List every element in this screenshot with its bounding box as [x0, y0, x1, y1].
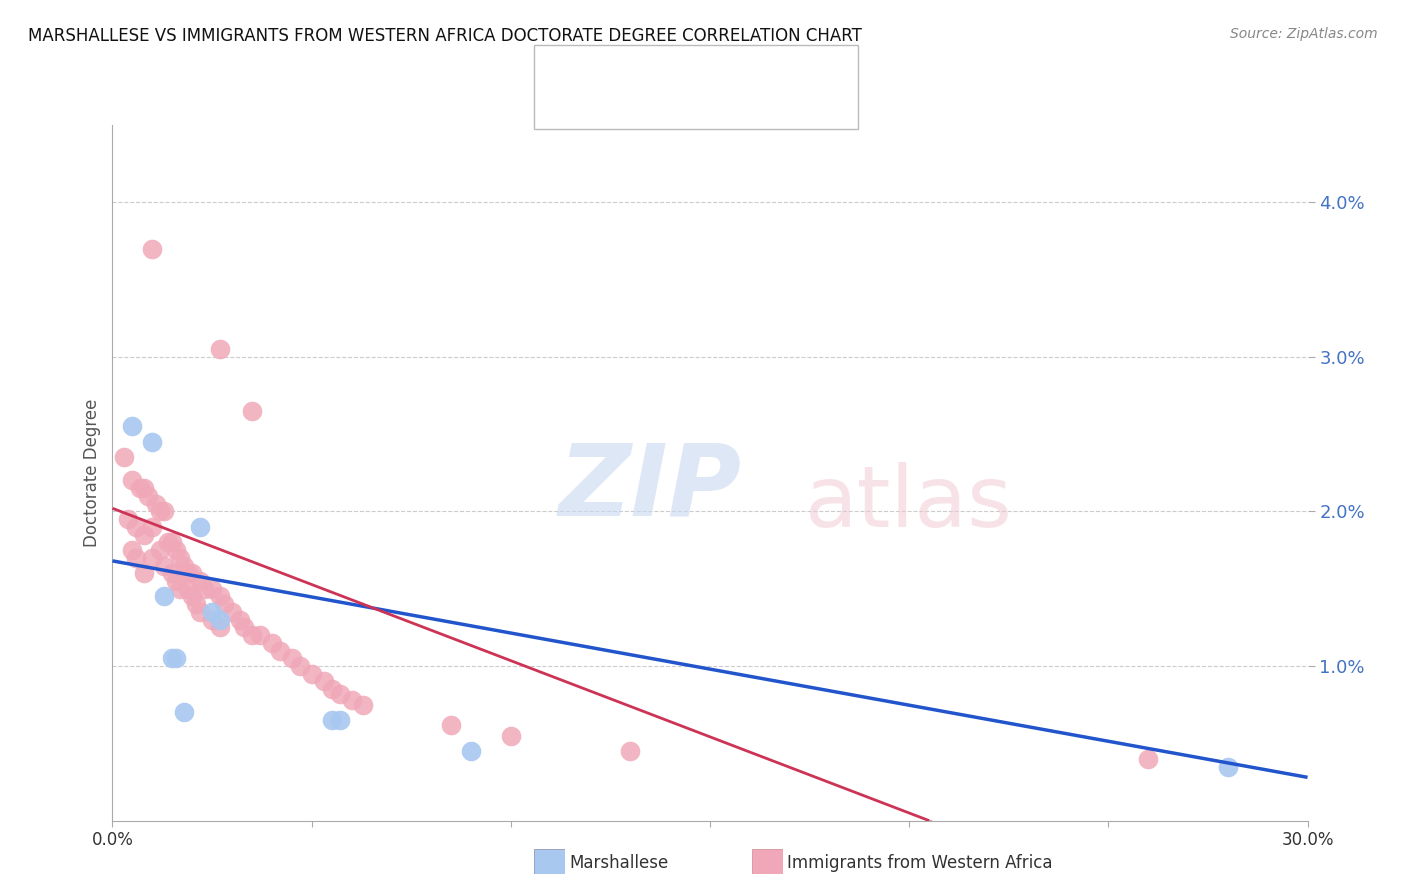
Point [173, 558, 195, 573]
Point [1137, 752, 1160, 766]
Point [209, 620, 232, 634]
Y-axis label: Doctorate Degree: Doctorate Degree [83, 399, 101, 547]
Point [121, 474, 143, 488]
Point [212, 597, 235, 611]
Point [249, 628, 271, 642]
Point [165, 574, 187, 588]
Point [141, 520, 163, 534]
Text: atlas: atlas [806, 462, 1014, 545]
Point [153, 504, 176, 518]
Point [240, 628, 263, 642]
Point [149, 543, 172, 558]
Point [232, 620, 256, 634]
Text: ZIP: ZIP [558, 440, 742, 537]
Point [340, 693, 363, 707]
Point [201, 613, 224, 627]
Point [117, 512, 139, 526]
Text: R = -0.319   N = 12: R = -0.319 N = 12 [595, 65, 758, 83]
Point [169, 550, 191, 565]
Point [221, 605, 243, 619]
Text: Immigrants from Western Africa: Immigrants from Western Africa [787, 855, 1053, 872]
Point [121, 419, 143, 434]
Point [162, 651, 183, 665]
Point [165, 543, 187, 558]
Point [181, 590, 204, 604]
Point [321, 713, 343, 727]
Point [201, 605, 224, 619]
Point [153, 590, 176, 604]
Point [114, 450, 135, 465]
Point [209, 342, 232, 356]
Text: Marshallese: Marshallese [569, 855, 669, 872]
Point [177, 582, 200, 596]
Point [153, 558, 176, 573]
Point [177, 566, 200, 581]
Point [301, 666, 323, 681]
Point [352, 698, 374, 712]
Point [134, 566, 156, 581]
Point [141, 242, 163, 256]
Point [281, 651, 304, 665]
Point [145, 497, 167, 511]
Point [125, 520, 148, 534]
Point [269, 643, 291, 657]
Point [141, 550, 163, 565]
Point [499, 729, 522, 743]
Point [157, 535, 180, 549]
Point [121, 543, 143, 558]
Point [129, 481, 152, 495]
Point [321, 682, 343, 697]
Point [193, 582, 215, 596]
Point [440, 718, 463, 732]
Point [162, 566, 183, 581]
Point [209, 613, 232, 627]
Point [1216, 759, 1239, 773]
Point [181, 566, 204, 581]
Point [186, 597, 208, 611]
Point [188, 605, 211, 619]
Point [329, 713, 352, 727]
Point [201, 582, 224, 596]
Point [141, 434, 163, 449]
Point [162, 535, 183, 549]
Point [173, 706, 195, 720]
Point [149, 504, 172, 518]
Point [134, 527, 156, 541]
Point [138, 489, 160, 503]
Point [188, 574, 211, 588]
Point [288, 659, 311, 673]
Point [312, 674, 335, 689]
Point [240, 404, 263, 418]
Point [125, 550, 148, 565]
Point [169, 582, 191, 596]
Text: Source: ZipAtlas.com: Source: ZipAtlas.com [1230, 27, 1378, 41]
Point [260, 636, 283, 650]
Point [329, 687, 352, 701]
Text: R = -0.392   N = 64: R = -0.392 N = 64 [595, 101, 758, 119]
Text: MARSHALLESE VS IMMIGRANTS FROM WESTERN AFRICA DOCTORATE DEGREE CORRELATION CHART: MARSHALLESE VS IMMIGRANTS FROM WESTERN A… [28, 27, 862, 45]
Point [619, 744, 641, 758]
Point [229, 613, 252, 627]
Point [188, 520, 211, 534]
Point [134, 481, 156, 495]
Point [209, 590, 232, 604]
Point [165, 651, 187, 665]
Point [460, 744, 482, 758]
